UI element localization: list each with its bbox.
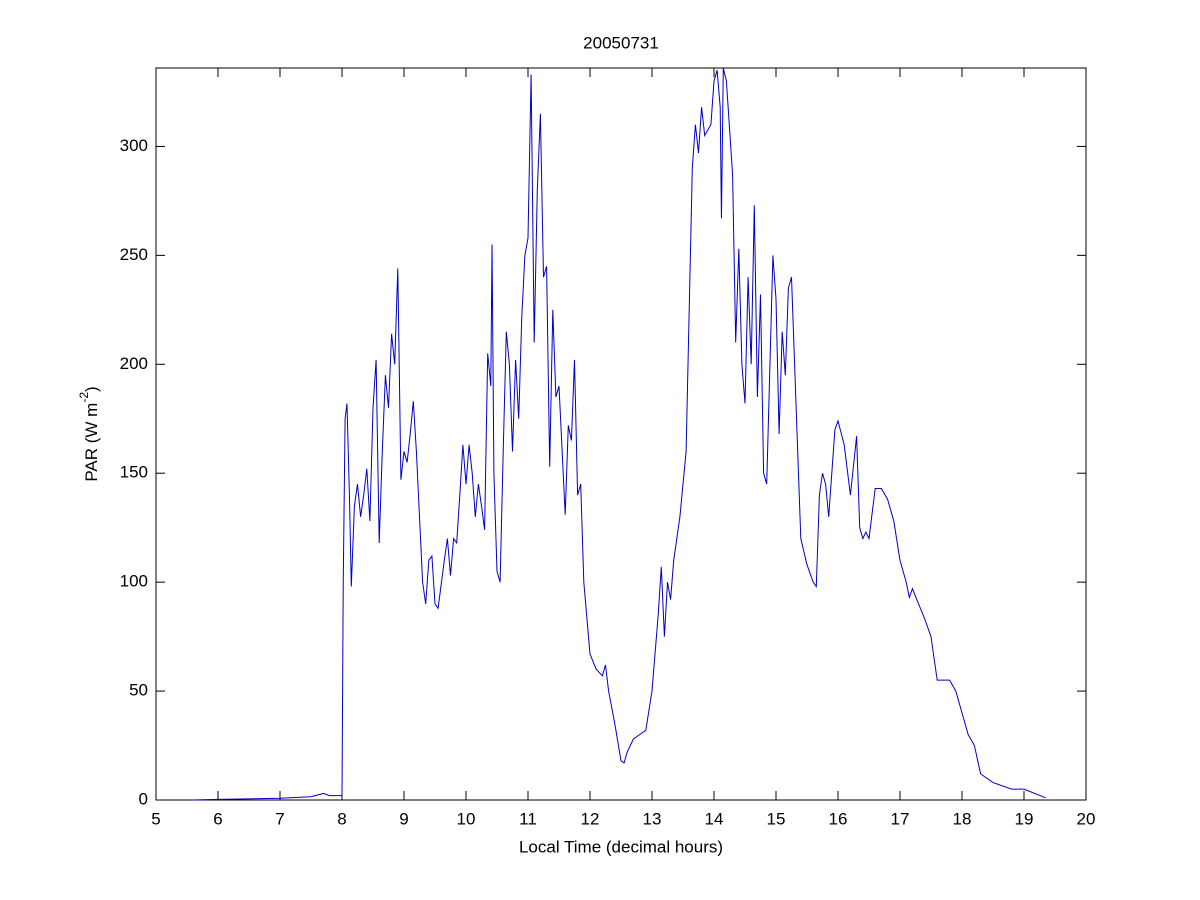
axes-box (155, 67, 1087, 801)
y-axis-label-sup: -2 (77, 392, 91, 403)
y-tick-label: 250 (120, 245, 148, 264)
x-tick-label: 20 (1077, 809, 1096, 828)
y-tick-label: 300 (120, 136, 148, 155)
x-tick-label: 11 (519, 809, 537, 828)
x-tick-label: 14 (705, 809, 724, 828)
x-tick-label: 6 (213, 809, 222, 828)
y-axis-label: PAR (W m-2) (77, 386, 101, 481)
x-tick-label: 13 (643, 809, 662, 828)
x-tick-label: 7 (275, 809, 284, 828)
x-tick-label: 10 (457, 809, 476, 828)
x-tick-label: 17 (891, 809, 910, 828)
x-tick-label: 12 (581, 809, 600, 828)
y-tick-label: 50 (129, 681, 148, 700)
x-tick-label: 8 (337, 809, 346, 828)
x-tick-label: 19 (1015, 809, 1034, 828)
y-tick-label: 150 (120, 463, 148, 482)
x-tick-label: 18 (953, 809, 972, 828)
y-axis-label-text: PAR (W m (82, 403, 101, 482)
x-tick-label: 9 (399, 809, 408, 828)
x-tick-label: 15 (767, 809, 786, 828)
x-tick-label: 5 (151, 809, 160, 828)
data-line (191, 67, 1046, 801)
x-axis-label: Local Time (decimal hours) (519, 837, 723, 856)
y-tick-label: 100 (120, 572, 148, 591)
y-axis-label-suffix: ) (82, 386, 101, 392)
y-tick-label: 0 (139, 789, 148, 808)
y-tick-label: 200 (120, 354, 148, 373)
chart-title: 20050731 (583, 33, 659, 52)
x-tick-label: 16 (829, 809, 848, 828)
